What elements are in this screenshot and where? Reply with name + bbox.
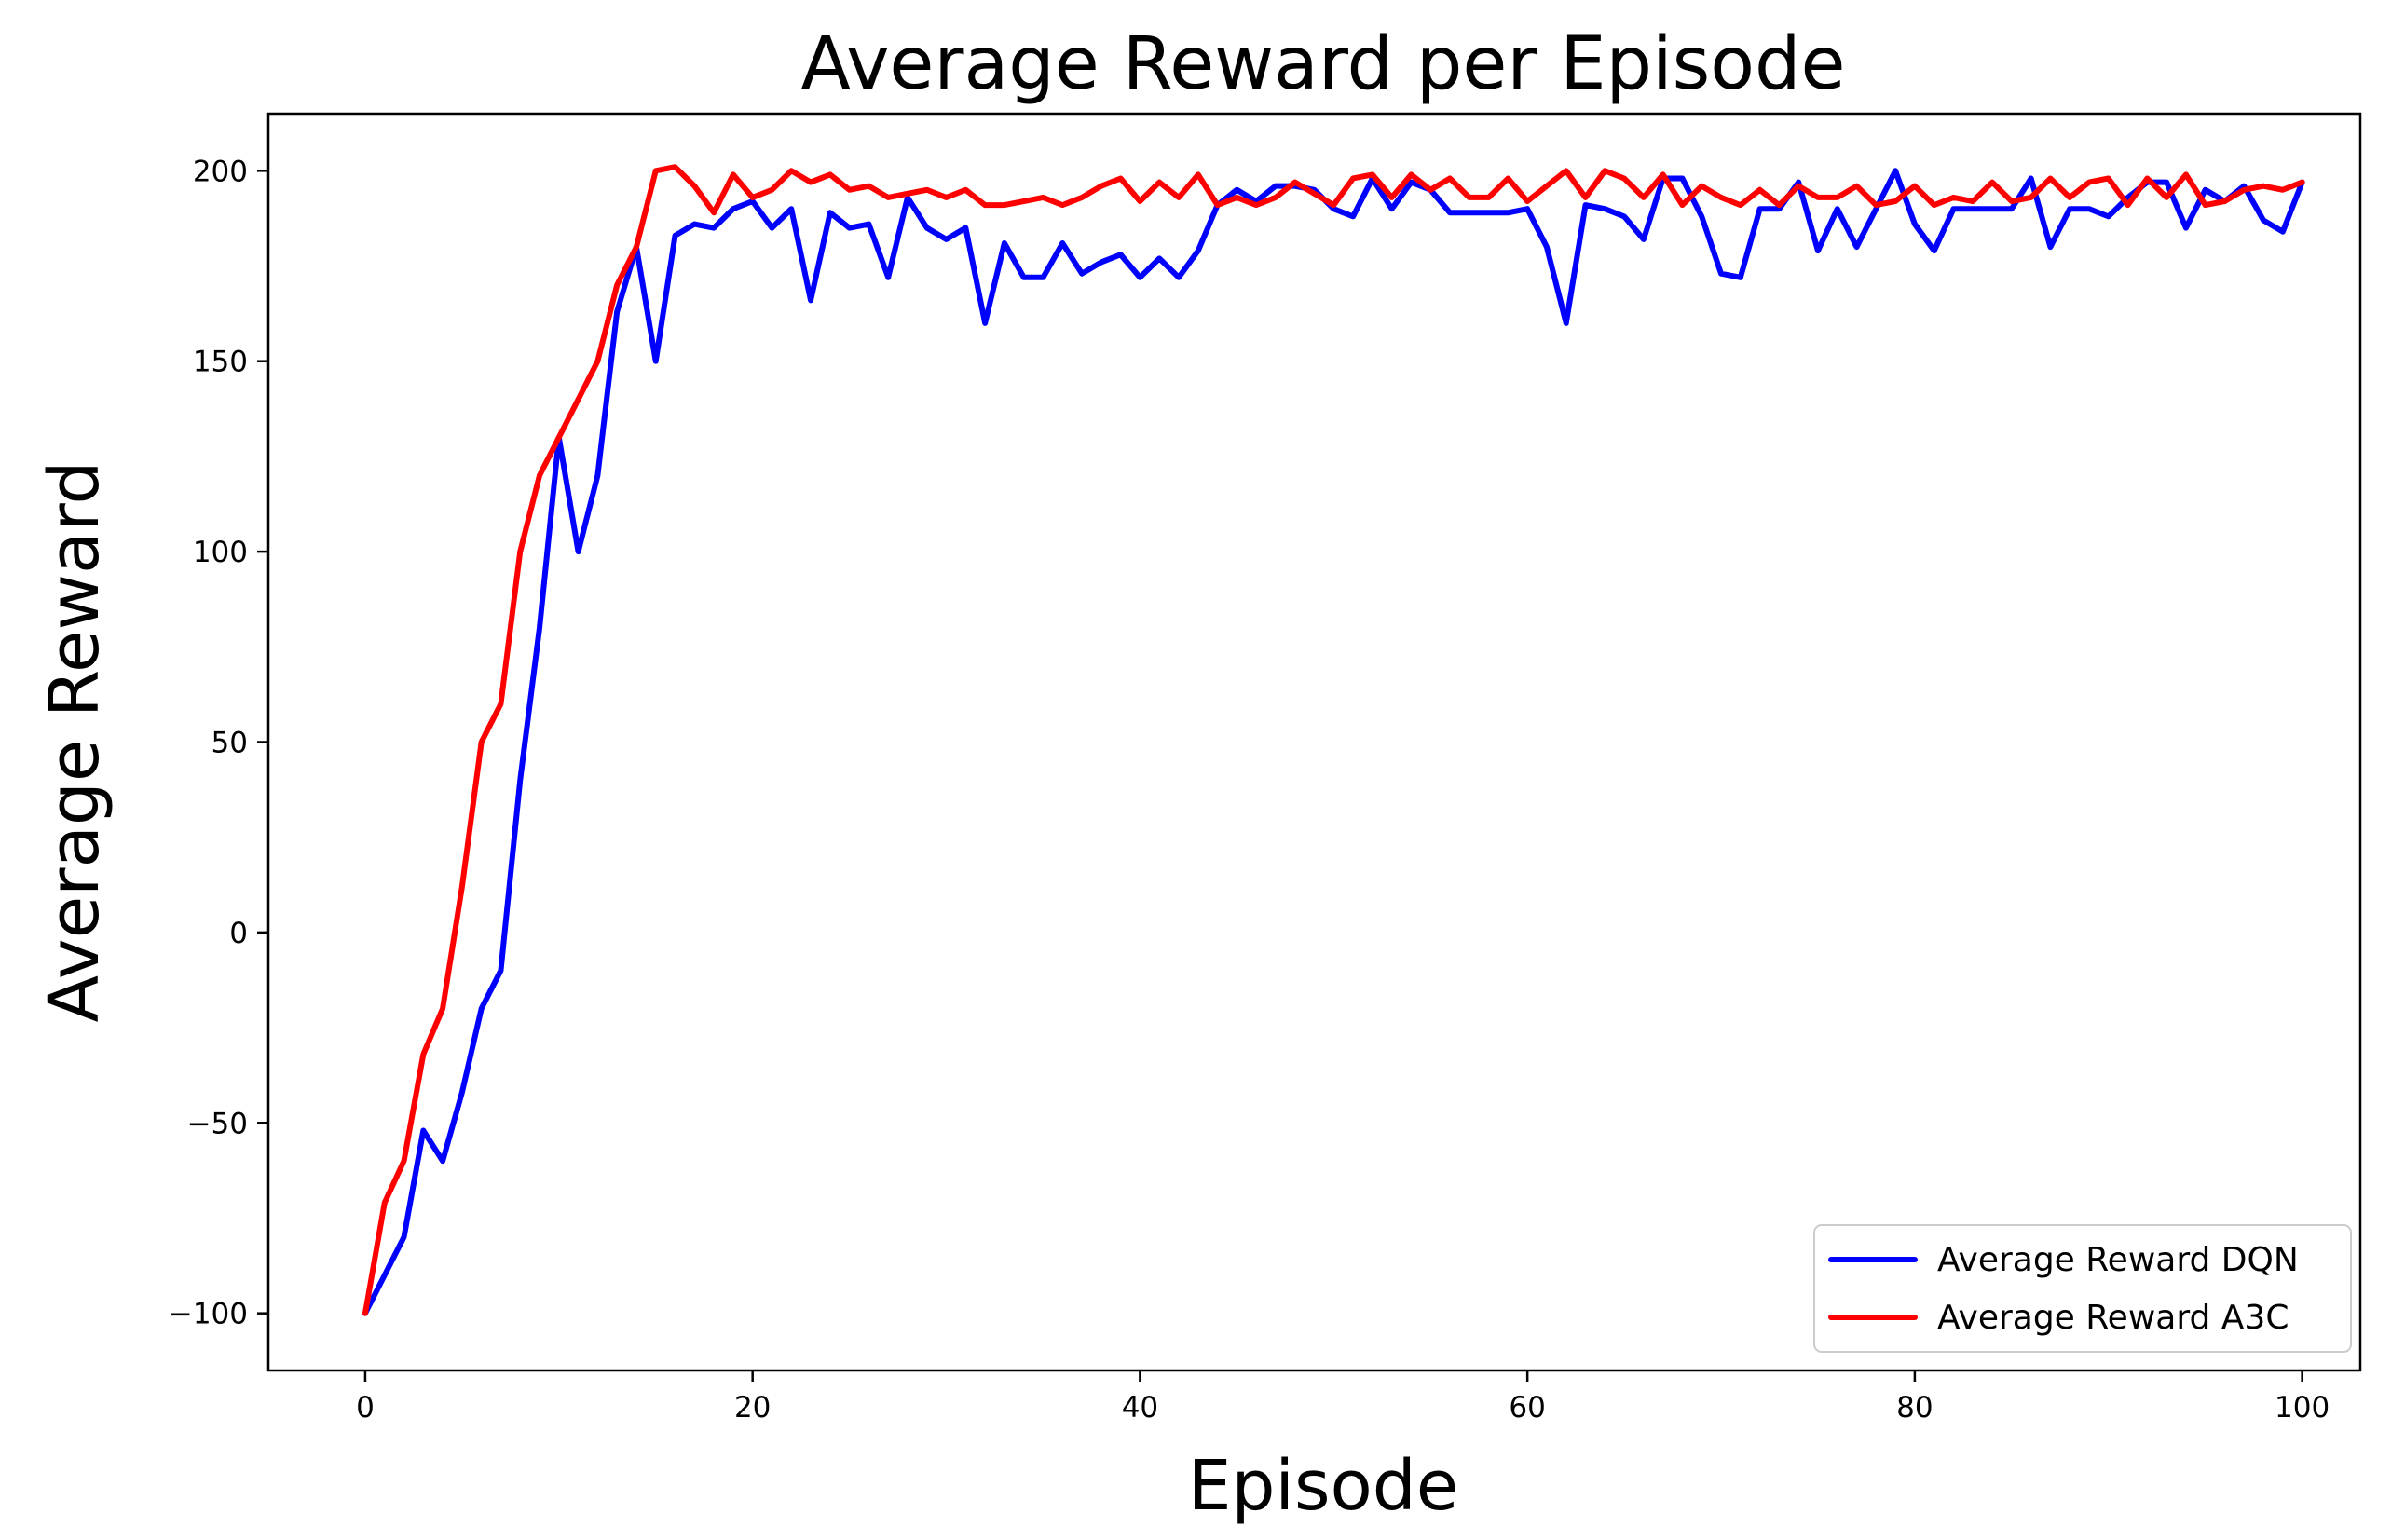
legend-label-a3c: Average Reward A3C	[1937, 1299, 2289, 1337]
legend-entries: Average Reward DQN Average Reward A3C	[1828, 1241, 2299, 1337]
legend-box	[1813, 1224, 2352, 1353]
x-axis: 0 20 40 60 80 100	[356, 1370, 2330, 1424]
y-tick-label: 0	[229, 917, 248, 950]
y-tick-label: −100	[169, 1298, 248, 1331]
legend: Average Reward DQN Average Reward A3C	[1813, 1224, 2352, 1353]
legend-label-dqn: Average Reward DQN	[1937, 1241, 2299, 1279]
x-tick-label: 20	[734, 1391, 771, 1424]
y-tick-label: 150	[193, 346, 248, 379]
x-tick-label: 0	[356, 1391, 375, 1424]
series-layer	[362, 164, 2305, 1316]
chart-title: Average Reward per Episode	[800, 22, 1845, 106]
y-tick-label: 100	[193, 536, 248, 569]
y-axis-label: Average Reward	[34, 461, 115, 1023]
plot-area	[266, 112, 2362, 1372]
x-tick-label: 100	[2275, 1391, 2330, 1424]
y-axis: −100 −50 0 50 100 150 200	[169, 155, 268, 1331]
series-line-a3c	[362, 164, 2305, 1316]
x-axis-label: Episode	[1188, 1446, 1459, 1526]
y-tick-label: −50	[187, 1107, 248, 1140]
y-tick-label: 50	[212, 727, 248, 760]
y-tick-label: 200	[193, 155, 248, 188]
series-line-dqn	[362, 168, 2305, 1316]
x-tick-label: 80	[1896, 1391, 1933, 1424]
axes-frame	[266, 112, 2362, 1372]
x-tick-label: 60	[1509, 1391, 1545, 1424]
x-tick-label: 40	[1122, 1391, 1158, 1424]
